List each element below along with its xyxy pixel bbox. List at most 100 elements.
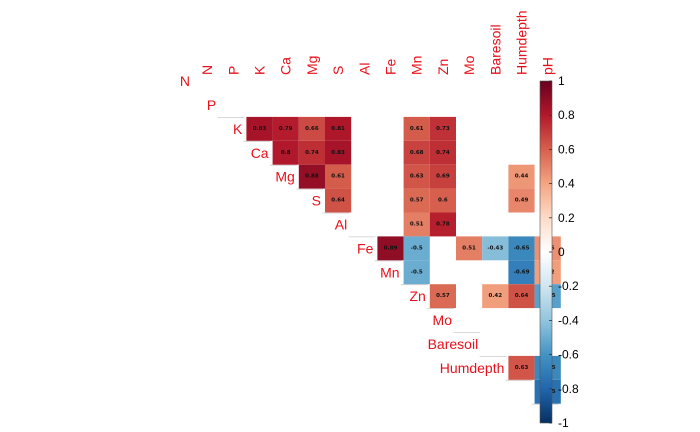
- cell-value-label: 0.63: [515, 365, 529, 371]
- row-label: Zn: [409, 288, 425, 304]
- cell-Al-Fe: [377, 236, 404, 261]
- cell-Ca-Mg: [298, 164, 325, 189]
- cell-value-label: 0.61: [410, 126, 424, 132]
- cell-value-label: 0.42: [489, 293, 503, 299]
- cell-Mg-S: [325, 188, 352, 213]
- cell-value-label: 0.64: [331, 198, 345, 204]
- cell-value-label: -0.65: [514, 245, 530, 251]
- colorbar-tick-label: -0.2: [558, 279, 579, 293]
- colorbar-tick-label: 0.6: [558, 142, 575, 156]
- column-label: Al: [356, 63, 372, 75]
- row-label: Mn: [380, 264, 399, 280]
- cell-value-label: 0.64: [515, 293, 529, 299]
- cell-value-label: 0.69: [436, 174, 450, 180]
- cell-value-label: -0.43: [487, 245, 503, 251]
- cell-value-label: 0.63: [410, 174, 424, 180]
- row-label: Mg: [275, 169, 294, 185]
- cell-value-label: 0.83: [253, 126, 267, 132]
- cell-S-Zn: [429, 212, 456, 237]
- column-label: P: [225, 66, 241, 75]
- cell-Mg-Zn: [429, 188, 456, 213]
- row-label: Ca: [251, 145, 269, 161]
- cell-K-S: [325, 140, 352, 165]
- cell-value-label: 0.44: [515, 174, 529, 180]
- column-label: pH: [540, 57, 556, 75]
- cell-P-Ca: [272, 116, 299, 141]
- column-label: Mo: [461, 55, 477, 75]
- cell-Fe-Humdepth: [508, 260, 535, 285]
- cell-Al-Mn: [403, 236, 430, 261]
- cell-value-label: 0.74: [436, 150, 450, 156]
- cell-value-label: 0.6: [438, 198, 448, 204]
- color-legend: 1 0.8 0.6 0.4 0.2 0 -0.2 -0.4 -0.6 -0.8 -1: [539, 74, 579, 430]
- cell-P-Mg: [298, 116, 325, 141]
- cell-Fe-Mn: [403, 260, 430, 285]
- cell-value-label: 0.66: [305, 126, 319, 132]
- cell-P-S: [325, 116, 352, 141]
- cell-K-Mn: [403, 140, 430, 165]
- column-label: Humdepth: [514, 10, 530, 75]
- row-label: N: [180, 73, 190, 89]
- colorbar-tick-label: -0.4: [558, 313, 579, 327]
- column-label: Baresoil: [487, 24, 503, 75]
- cell-K-Mg: [298, 140, 325, 165]
- cell-value-label: 0.49: [515, 198, 529, 204]
- correlation-cells: 0.83 0.79 0.66 0.81 0.61 0.73 0.8 0.74 0.83 0.68 0…: [246, 116, 561, 404]
- cell-Mg-Humdepth: [508, 188, 535, 213]
- cell-value-label: 0.81: [331, 126, 345, 132]
- column-label: S: [330, 66, 346, 75]
- row-label: Al: [335, 216, 347, 232]
- cell-Al-Mo: [456, 236, 483, 261]
- column-label: Mg: [304, 56, 320, 75]
- colorbar-tick-label: 0.4: [558, 177, 575, 191]
- cell-value-label: 0.89: [384, 245, 398, 251]
- cell-value-label: -0.69: [514, 269, 530, 275]
- colorbar-tick-label: -1: [558, 416, 569, 430]
- cell-Al-Baresoil: [482, 236, 509, 261]
- cell-value-label: 0.57: [410, 198, 424, 204]
- cell-P-Mn: [403, 116, 430, 141]
- cell-K-Ca: [272, 140, 299, 165]
- cell-Ca-Mn: [403, 164, 430, 189]
- colorbar-tick-label: -0.8: [558, 382, 579, 396]
- cell-Mg-Mn: [403, 188, 430, 213]
- cell-P-K: [246, 116, 273, 141]
- cell-value-label: 0.8: [281, 150, 291, 156]
- colorbar-tick-label: 0: [558, 245, 565, 259]
- row-labels: N P K Ca Mg S Al Fe Mn Zn Mo Baresoil Humdepth: [180, 73, 505, 376]
- cell-P-Zn: [429, 116, 456, 141]
- column-label: Zn: [435, 59, 451, 75]
- cell-Ca-Zn: [429, 164, 456, 189]
- cell-Ca-Humdepth: [508, 164, 535, 189]
- row-label: S: [312, 193, 321, 209]
- cell-value-label: 0.68: [410, 150, 424, 156]
- cell-value-label: 0.88: [305, 174, 319, 180]
- cell-value-label: 0.83: [331, 150, 345, 156]
- row-label: P: [207, 97, 216, 113]
- row-label: Mo: [433, 312, 453, 328]
- colorbar-tick-label: 1: [558, 74, 565, 88]
- colorbar-tick-label: 0.8: [558, 108, 575, 122]
- cell-Baresoil-Humdepth: [508, 355, 535, 380]
- cell-value-label: -0.5: [411, 245, 423, 251]
- diagonal-lines: [217, 117, 559, 405]
- column-label: N: [199, 65, 215, 75]
- cell-Mn-Humdepth: [508, 284, 535, 309]
- row-label: Humdepth: [440, 360, 505, 376]
- cell-value-label: -0.5: [411, 269, 423, 275]
- cell-value-label: 0.73: [436, 126, 450, 132]
- colorbar-gradient: [540, 81, 552, 423]
- column-label: Fe: [383, 58, 399, 75]
- cell-value-label: 0.51: [462, 245, 476, 251]
- cell-Ca-S: [325, 164, 352, 189]
- colorbar-tick-label: 0.2: [558, 211, 575, 225]
- column-label: Ca: [278, 57, 294, 75]
- cell-Al-Humdepth: [508, 236, 535, 261]
- row-label: Baresoil: [428, 336, 479, 352]
- row-label: K: [233, 121, 243, 137]
- column-labels: N P K Ca Mg S Al Fe Mn Zn Mo Baresoil Humdepth pH: [199, 10, 556, 75]
- colorbar-tick-label: -0.6: [558, 348, 579, 362]
- column-label: K: [252, 65, 268, 75]
- column-label: Mn: [409, 56, 425, 75]
